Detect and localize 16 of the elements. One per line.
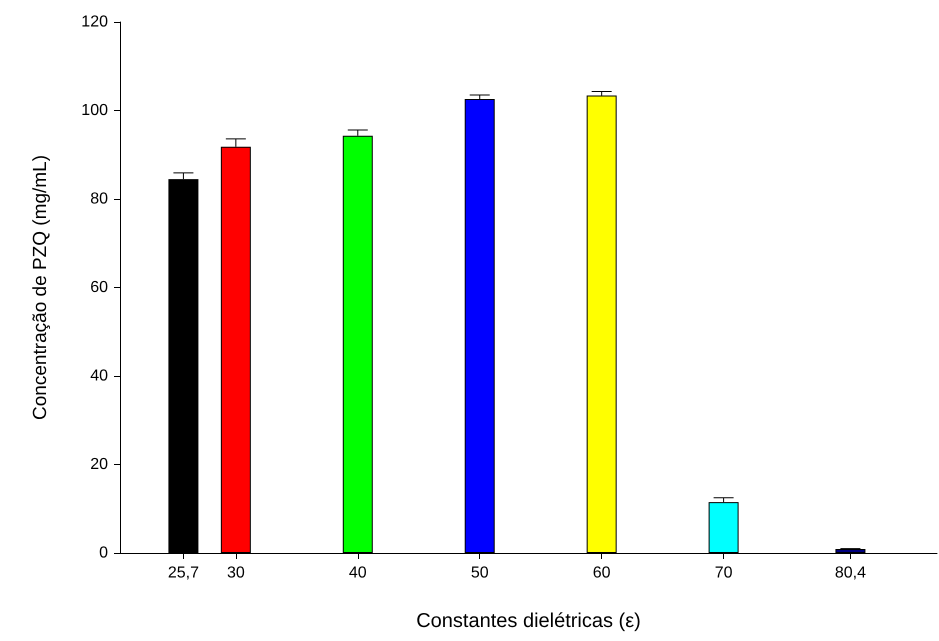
x-axis-title: Constantes dielétricas (ε): [416, 610, 641, 632]
y-tick-label: 0: [99, 544, 108, 562]
x-tick-label: 40: [348, 564, 367, 582]
y-tick-label: 20: [90, 456, 108, 473]
y-axis-title: Concentração de PZQ (mg/mL): [30, 154, 51, 420]
x-tick-label: 25,7: [168, 564, 200, 582]
x-tick-label: 60: [592, 564, 611, 582]
y-tick-label: 100: [81, 102, 108, 119]
y-tick-label: 80: [90, 190, 108, 208]
x-tick-label: 30: [226, 564, 245, 582]
y-tick-label: 40: [90, 368, 108, 384]
x-tick-label: 80,4: [834, 564, 866, 582]
x-tick-label: 70: [714, 564, 733, 582]
x-tick-label: 50: [470, 564, 489, 582]
y-tick-label: 60: [90, 279, 108, 296]
y-tick-label: 120: [81, 14, 108, 30]
